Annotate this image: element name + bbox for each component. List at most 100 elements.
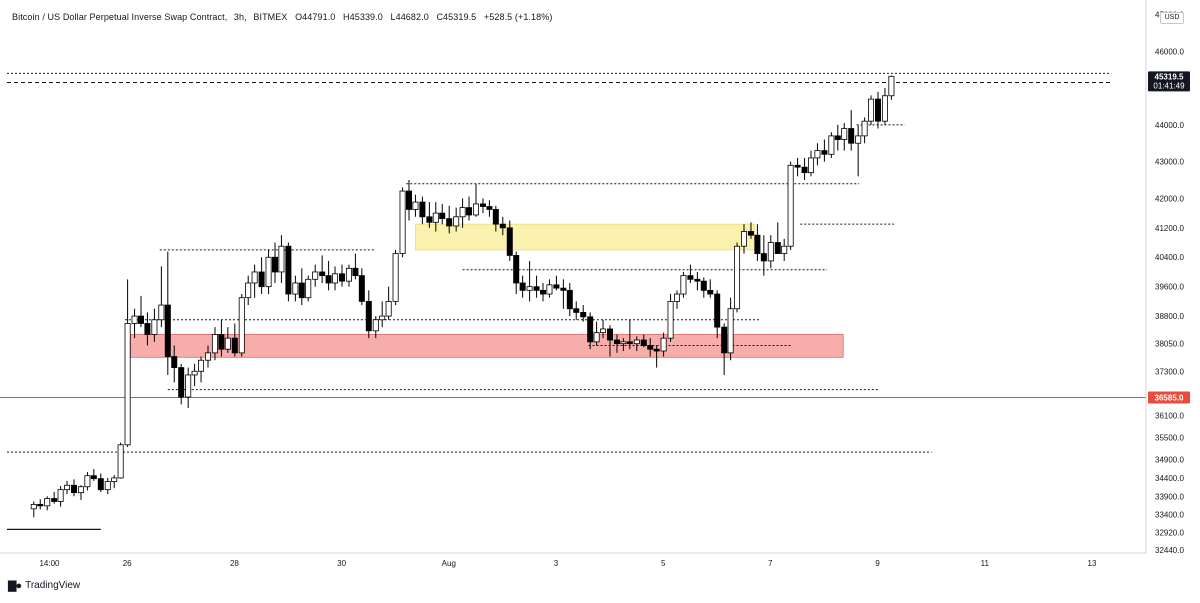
candle-down — [553, 284, 560, 289]
candle-down — [90, 475, 97, 480]
candle-up — [633, 339, 640, 345]
time-axis-tick-label: 11 — [981, 559, 990, 568]
candle-up — [64, 484, 71, 491]
candle-up — [600, 328, 607, 334]
candle-down — [506, 227, 513, 256]
candle-down — [580, 312, 587, 318]
candle-up — [204, 352, 211, 361]
candle-up — [198, 359, 205, 372]
price-axis-tick-label: 36100.0 — [1155, 411, 1184, 420]
candle-up — [526, 286, 533, 291]
price-axis-tick-label: 33400.0 — [1155, 511, 1184, 520]
time-axis-tick-label: 9 — [875, 559, 880, 568]
alert-price-badge — [1148, 391, 1190, 404]
candle-up — [332, 273, 339, 284]
time-axis-tick-label: 26 — [123, 559, 132, 568]
candle-up — [312, 271, 319, 280]
candle-down — [338, 273, 345, 282]
candle-up — [593, 332, 600, 343]
candle-down — [446, 218, 453, 227]
candle-up — [392, 253, 399, 302]
candle-up — [30, 503, 37, 510]
candle-down — [774, 242, 781, 254]
candle-up — [787, 164, 794, 247]
candle-up — [278, 245, 285, 273]
candle-up — [680, 275, 687, 295]
candle-down — [479, 203, 486, 207]
candle-up — [265, 256, 272, 288]
candle-up — [57, 489, 64, 502]
candle-up — [888, 75, 895, 97]
candle-down — [218, 334, 225, 350]
candle-up — [131, 315, 138, 324]
candle-down — [419, 201, 426, 218]
price-axis-tick-label: 37300.0 — [1155, 367, 1184, 376]
candle-down — [298, 282, 305, 299]
tradingview-logo[interactable]: ▇● TradingView — [8, 579, 80, 592]
time-axis-tick-label: 5 — [661, 559, 666, 568]
candle-up — [861, 120, 868, 137]
candle-down — [754, 234, 761, 254]
interval-label[interactable]: 3h — [233, 12, 245, 22]
high-value: H45339.0 — [343, 12, 383, 22]
candle-down — [714, 293, 721, 328]
candle-down — [258, 271, 265, 288]
candle-up — [453, 216, 460, 227]
candle-up — [151, 319, 158, 335]
candle-up — [185, 374, 192, 398]
time-axis-tick-label: 30 — [337, 559, 346, 568]
candle-down — [848, 128, 855, 144]
candle-up — [472, 203, 479, 216]
price-axis-tick-label: 46000.0 — [1155, 47, 1184, 56]
candle-down — [760, 253, 767, 262]
candle-up — [674, 293, 681, 302]
candle-down — [653, 348, 660, 352]
currency-selector[interactable]: USD — [1160, 12, 1184, 24]
candle-up — [841, 128, 848, 140]
candle-up — [868, 98, 875, 122]
candle-up — [667, 300, 674, 339]
candle-down — [540, 289, 547, 295]
candle-up — [372, 319, 379, 332]
candle-up — [379, 315, 386, 321]
candle-down — [271, 256, 278, 273]
price-axis-tick-label: 34900.0 — [1155, 456, 1184, 465]
candle-up — [224, 337, 231, 350]
close-value: C45319.5 — [436, 12, 477, 22]
candle-down — [352, 267, 359, 277]
candle-down — [492, 209, 499, 225]
candle-up — [727, 308, 734, 354]
candle-up — [620, 341, 627, 345]
candle-down — [533, 286, 540, 291]
candle-down — [439, 212, 446, 220]
candle-down — [626, 341, 633, 345]
candle-down — [164, 304, 171, 357]
candle-up — [111, 477, 118, 482]
candle-up — [767, 242, 774, 262]
candle-down — [405, 190, 412, 210]
alert-price-label: 36585.0 — [1155, 394, 1184, 403]
candle-up — [124, 323, 131, 446]
price-axis-tick-label: 32440.0 — [1155, 546, 1184, 555]
symbol-name[interactable]: Bitcoin / US Dollar Perpetual Inverse Sw… — [12, 12, 225, 22]
candle-up — [781, 245, 788, 254]
candle-up — [104, 481, 111, 491]
candle-down — [137, 315, 144, 324]
candle-down — [51, 498, 58, 502]
candle-down — [486, 206, 493, 210]
candle-down — [37, 503, 44, 507]
candle-down — [573, 308, 580, 313]
time-axis-tick-label: 3 — [554, 559, 559, 568]
candle-down — [607, 328, 614, 341]
candle-up — [245, 282, 252, 299]
candle-up — [399, 190, 406, 254]
candle-up — [385, 300, 392, 317]
candle-up — [191, 370, 198, 376]
candle-down — [365, 300, 372, 332]
candle-down — [71, 484, 78, 494]
candle-down — [613, 339, 620, 345]
price-axis-tick-label: 38050.0 — [1155, 340, 1184, 349]
price-axis-tick-label: 42000.0 — [1155, 194, 1184, 203]
